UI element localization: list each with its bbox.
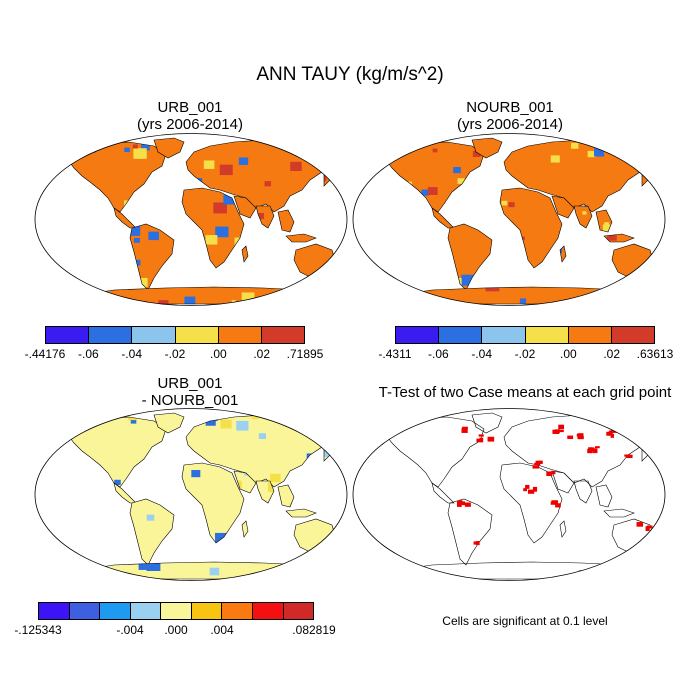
colorbar-tick-label: -.02 [514,347,536,361]
continent-africa [499,187,563,269]
colorbar-swatch [191,603,223,619]
continent-indonesia [603,508,635,518]
continent-india [255,205,275,229]
significance-note: Cells are significant at 0.1 level [442,614,608,628]
colorbar-tick-label: .000 [164,623,188,637]
panel-title-nourb: NOURB_001 (yrs 2006-2014) [400,99,620,133]
colorbar-swatch [396,327,440,343]
colorbar-diff-labels: -.125343 -.004 .000 .004 .082819 [14,623,335,637]
colorbar-tick-label: .00 [559,347,577,361]
colorbar-tick-label: -.125343 [14,623,62,637]
panel-title-urb-line2: (yrs 2006-2014) [137,116,243,133]
colorbar-nourb-labels: -.4311 -.06 -.04 -.02 .00 .02 .63613 [378,347,673,361]
panel-title-diff: URB_001 - NOURB_001 [80,375,300,409]
colorbar-urb [45,326,305,344]
map-ttest [352,408,666,581]
continent-eurasia [503,414,653,488]
continent-india [255,480,275,504]
colorbar-tick-label: .71895 [286,347,324,361]
colorbar-tick-label: -.4311 [378,347,412,361]
colorbar-swatch [283,603,314,619]
colorbar-swatch [69,603,101,619]
panel-title-ttest: T-Test of two Case means at each grid po… [378,384,672,401]
colorbar-swatch [611,327,655,343]
colorbar-tick-label: -.04 [121,347,142,361]
colorbar-tick-label: .02 [253,347,270,361]
colorbar-swatch [252,603,284,619]
colorbar-tick-label: .082819 [292,623,336,637]
colorbar-diff [38,602,314,620]
continent-centam [431,482,455,504]
colorbar-tick-label: .02 [603,347,620,361]
continent-africa [499,462,563,544]
panel-title-nourb-line2: (yrs 2006-2014) [457,116,563,133]
panel-title-diff-line2: - NOURB_001 [141,392,239,409]
panel-title-urb-line1: URB_001 [157,99,223,116]
map-nourb [352,133,666,306]
colorbar-swatch [89,327,133,343]
colorbar-tick-label: -.06 [427,347,449,361]
continent-greenland [471,412,503,434]
continent-arabia [551,470,575,494]
colorbar-swatch [132,327,176,343]
colorbar-swatch [568,327,612,343]
continent-madagascar [241,520,249,538]
colorbar-swatch [525,327,569,343]
map-diff [34,408,348,581]
colorbar-swatch [218,327,262,343]
main-title: ANN TAUY (kg/m/s^2) [256,64,444,85]
colorbar-tick-label: .63613 [636,347,674,361]
continent-seasia [595,484,613,508]
map-urb [34,133,348,306]
colorbar-tick-label: -.004 [116,623,144,637]
panel-title-nourb-line1: NOURB_001 [466,99,554,116]
colorbar-swatch [175,327,219,343]
colorbar-tick-label: -.44176 [24,347,66,361]
colorbar-tick-label: .00 [209,347,227,361]
map-frame [34,133,348,306]
continent-namerica [385,416,485,488]
continent-indonesia [285,508,317,518]
continent-arabia [551,195,575,219]
map-frame [352,408,666,581]
continent-indonesia [285,233,317,243]
continent-indonesia [603,233,635,243]
colorbar-swatch [439,327,483,343]
colorbar-urb-labels: -.44176 -.06 -.04 -.02 .00 .02 .71895 [25,347,324,361]
continent-australia [611,518,655,554]
map-frame [34,408,348,581]
colorbar-swatch [161,603,192,619]
panel-title-diff-line1: URB_001 [157,375,223,392]
continent-india [573,480,593,504]
colorbar-tick-label: -.06 [77,347,99,361]
colorbar-tick-label: -.02 [164,347,186,361]
continent-seasia [595,209,613,233]
continent-india [573,205,593,229]
colorbar-swatch [130,603,162,619]
colorbar-nourb [395,326,655,344]
continent-greenland [153,137,185,159]
colorbar-swatch [39,603,70,619]
continent-antarctica [391,561,653,580]
colorbar-swatch [46,327,90,343]
colorbar-tick-label: .004 [210,623,234,637]
map-frame [352,133,666,306]
colorbar-swatch [100,603,131,619]
colorbar-swatch [222,603,253,619]
panel-title-urb: URB_001 (yrs 2006-2014) [80,99,300,133]
colorbar-swatch [482,327,526,343]
significant-cells [456,424,653,578]
continent-arabia [233,195,257,219]
continent-greenland [471,137,503,159]
continent-madagascar [559,520,567,538]
continent-samerica [447,498,493,566]
colorbar-tick-label: -.04 [471,347,492,361]
colorbar-swatch [261,327,305,343]
